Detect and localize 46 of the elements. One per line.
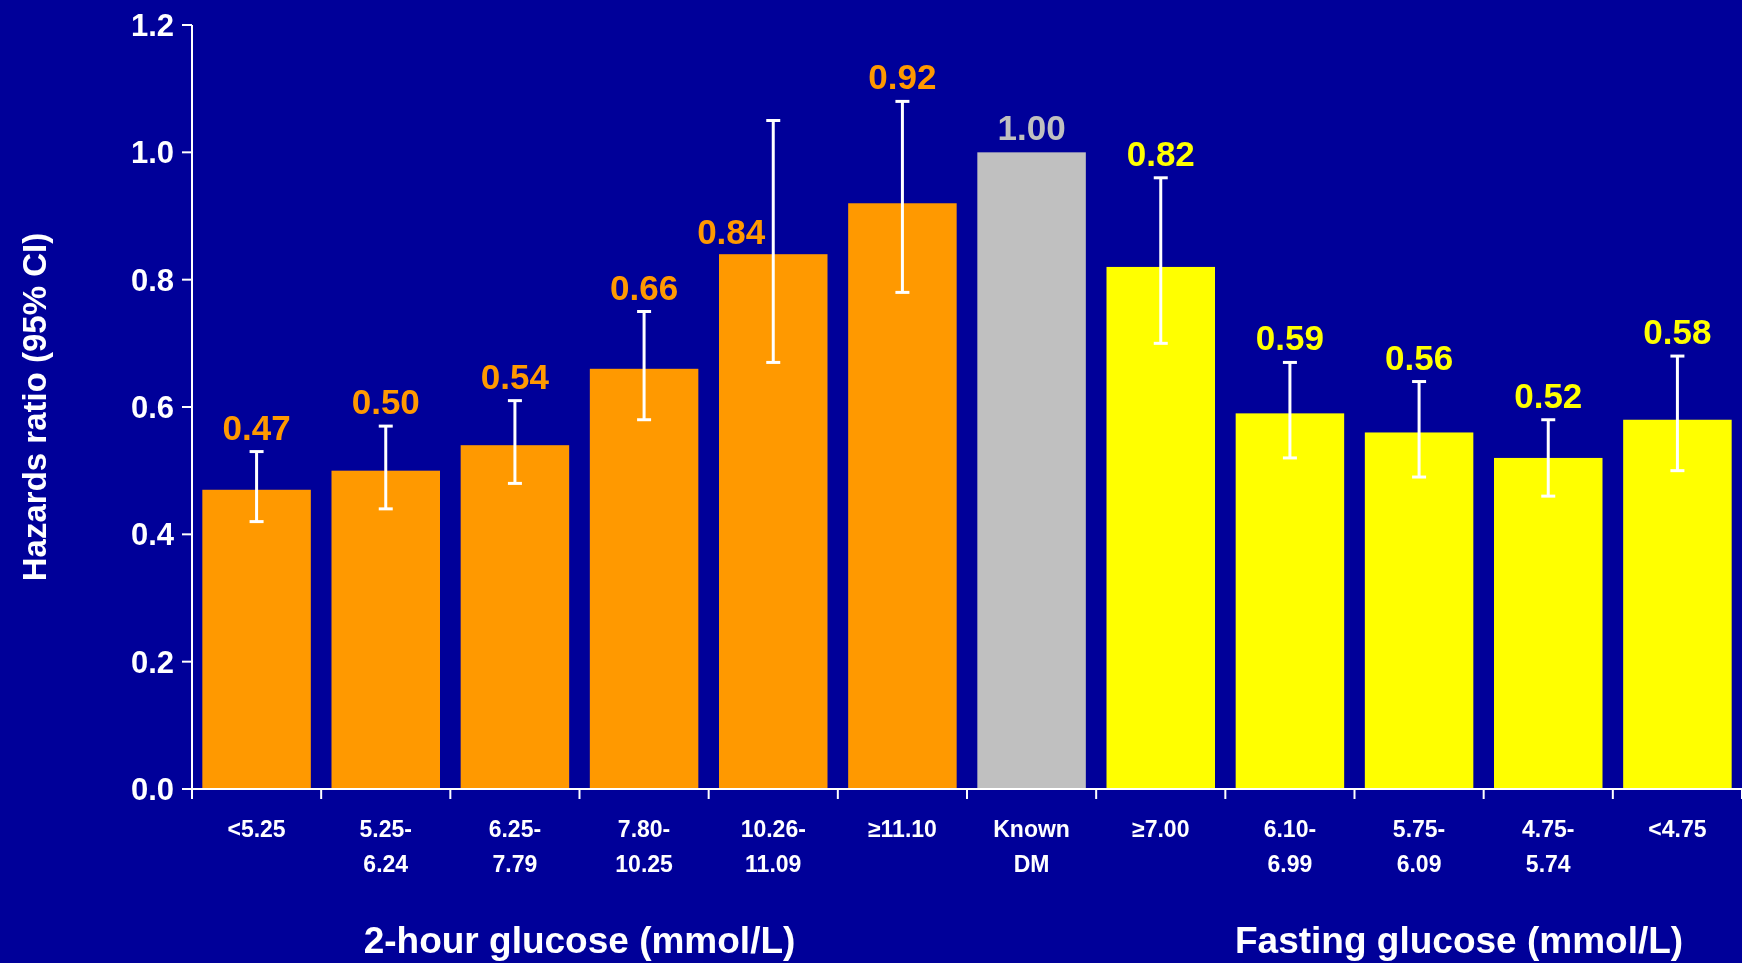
x-tick-label: 7.80-10.25 <box>615 816 674 877</box>
data-label: 0.47 <box>222 407 291 447</box>
x-tick-label: <5.25 <box>227 816 286 842</box>
bar <box>1364 432 1474 789</box>
x-tick-label: 5.25-6.24 <box>359 816 412 877</box>
data-label: 0.50 <box>351 382 420 422</box>
x-tick-label: ≥11.10 <box>867 816 937 842</box>
x-tick-label: 6.10-6.99 <box>1263 816 1317 877</box>
y-tick-label: 1.0 <box>130 135 174 171</box>
bar <box>1623 419 1732 789</box>
x-tick-label: 6.25-7.79 <box>488 816 542 877</box>
data-label: 0.59 <box>1255 318 1324 358</box>
data-label: 0.82 <box>1126 133 1195 173</box>
text: 2-hour glucose (mmol/L) <box>363 920 796 961</box>
y-tick-label: 0.8 <box>130 262 174 298</box>
data-label: 0.66 <box>610 267 679 307</box>
bar <box>1494 457 1603 789</box>
x-tick-label: 10.26-11.09 <box>740 816 806 877</box>
bar <box>331 470 440 789</box>
data-label: 1.00 <box>997 108 1066 148</box>
bar <box>848 203 957 789</box>
y-axis-title: Hazards ratio (95% CI) <box>16 232 53 582</box>
x-tick-label: Known DM <box>993 816 1070 877</box>
data-label: 0.54 <box>480 356 550 396</box>
data-label: 0.52 <box>1514 375 1583 415</box>
y-tick-label: 1.2 <box>130 7 174 43</box>
x-tick-label: <4.75 <box>1648 816 1707 842</box>
y-tick-label: 0.0 <box>130 771 174 807</box>
bar <box>1235 413 1345 789</box>
bar <box>719 254 828 789</box>
x-tick-label: 4.75-5.74 <box>1522 816 1575 877</box>
data-label: 0.92 <box>868 57 937 97</box>
bar <box>460 445 570 789</box>
bar <box>202 489 311 789</box>
bar <box>977 152 1086 789</box>
x-tick-label: ≥7.00 <box>1132 816 1190 842</box>
text: Fasting glucose (mmol/L) <box>1235 920 1684 961</box>
y-tick-label: 0.4 <box>130 517 175 553</box>
x-tick-label: 5.75-6.09 <box>1392 816 1446 877</box>
bar <box>1106 266 1215 789</box>
bar <box>589 368 699 789</box>
data-label: 0.58 <box>1643 312 1712 352</box>
data-label: 0.84 <box>697 212 766 252</box>
data-label: 0.56 <box>1385 337 1454 377</box>
y-tick-label: 0.2 <box>130 644 174 680</box>
y-tick-label: 0.6 <box>130 389 174 425</box>
